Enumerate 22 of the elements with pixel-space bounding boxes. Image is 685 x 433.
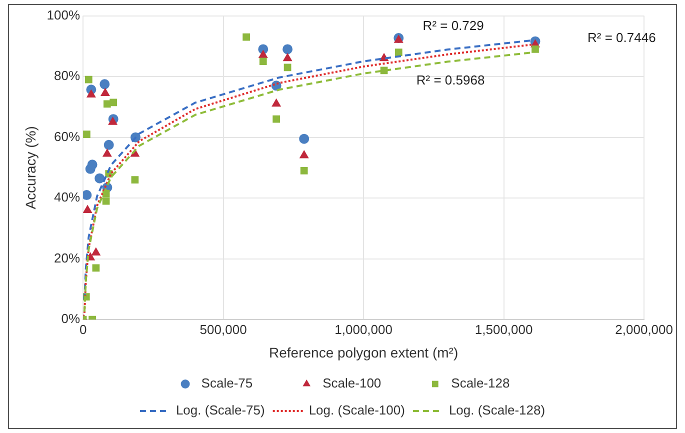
y-tick-label: 100% — [46, 7, 80, 22]
x-tick-label: 0 — [79, 322, 87, 337]
y-tick-label: 0% — [61, 311, 80, 326]
legend-label: Log. (Scale-75) — [176, 402, 265, 418]
y-tick-label: 40% — [54, 190, 80, 205]
annotation: R² = 0.7446 — [587, 30, 656, 46]
y-tick-label: 60% — [54, 128, 80, 144]
annotation: R² = 0.729 — [422, 18, 484, 34]
legend-label: Scale-100 — [322, 376, 382, 391]
legend-label: Log. (Scale-100) — [308, 402, 405, 418]
legend-label: Scale-128 — [451, 376, 510, 391]
legend-label: Scale-75 — [201, 376, 253, 391]
x-tick-label: 500,000 — [200, 322, 247, 337]
y-axis-title: Accuracy (%) — [22, 126, 38, 210]
x-tick-label: 1,000,000 — [334, 322, 392, 337]
annotation: R² = 0.5968 — [416, 72, 485, 88]
x-tick-label: 2,000,000 — [615, 322, 674, 337]
legend-label: Log. (Scale-128) — [448, 402, 546, 418]
x-axis-title: Reference polygon extent (m²) — [269, 344, 458, 360]
y-tick-label: 80% — [54, 68, 80, 84]
y-tick-label: 20% — [54, 250, 80, 266]
x-tick-label: 1,500,000 — [474, 322, 533, 337]
